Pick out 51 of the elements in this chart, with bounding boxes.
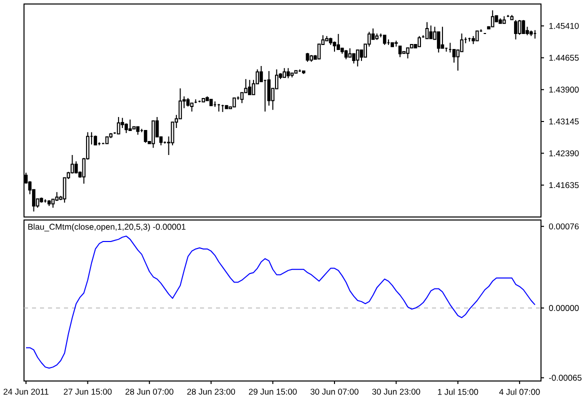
x-tick-label: 30 Jun 23:00 [372,388,420,395]
candlestick [336,33,340,50]
y-tick-label: 1.43900 [549,86,579,93]
y-tick-label: -0.00065 [549,374,582,381]
candlestick [94,135,98,146]
candlestick [398,46,402,58]
candlestick [344,49,348,60]
y-tick-label: 1.43145 [549,118,579,124]
y-tick-label: 0.00076 [549,223,579,230]
candlestick [418,36,421,48]
candlestick [282,68,286,78]
candlestick [267,70,271,106]
x-tick-label: 24 Jun 2011 [4,388,48,395]
candlestick [240,92,244,104]
chart-title: Blau_CMtm(close,open,1,20,5,3) -0.00001 [28,224,186,232]
y-tick-label: 1.45410 [549,22,579,29]
y-tick-label: 1.41635 [549,182,579,188]
x-tick-label: 29 Jun 15:00 [248,388,297,395]
candlestick [490,10,494,28]
candlestick [436,31,440,53]
candlestick [425,22,429,40]
candlestick [332,41,336,52]
candlestick [518,20,522,36]
candlestick [170,122,174,146]
candlestick [286,68,290,79]
candlestick [356,49,360,67]
x-tick-label: 28 Jun 23:00 [187,388,236,395]
x-tick-label: 4 Jul 07:00 [499,388,540,395]
candlestick [152,120,155,148]
candlestick [440,26,444,49]
candlestick [452,49,456,64]
x-tick-label: 1 Jul 15:00 [438,388,478,395]
x-tick-label: 27 Jun 15:00 [64,388,112,395]
candlestick [514,20,518,40]
y-tick-label: 1.42390 [549,150,579,156]
candlestick [70,154,74,174]
y-tick-label: 0.00000 [549,305,579,311]
candlestick [248,79,252,96]
candlestick [382,34,386,46]
x-tick-label: 30 Jun 07:00 [310,388,358,395]
candlestick [144,130,148,144]
candlestick [116,116,120,134]
candlestick [74,160,78,174]
candlestick [476,30,479,42]
candlestick [429,25,433,40]
candlestick [406,47,410,59]
x-tick-label: 28 Jun 07:00 [126,388,174,395]
candlestick [317,44,321,60]
y-tick-label: 1.44655 [549,54,579,61]
candlestick [128,119,132,132]
candlestick [522,20,526,34]
